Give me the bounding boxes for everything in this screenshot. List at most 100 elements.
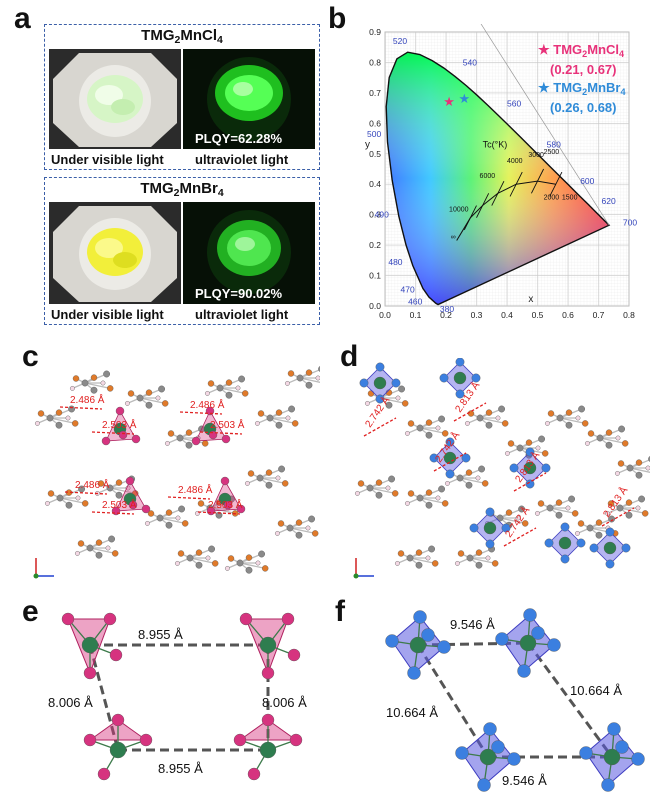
- nitrogen-atom: [77, 540, 85, 547]
- cct-value-label: 10000: [449, 207, 469, 214]
- nitrogen-atom: [55, 409, 63, 416]
- carbon-atom: [385, 401, 393, 409]
- chlorine-atom: [261, 713, 275, 727]
- chlorine-atom: [239, 612, 253, 626]
- bond: [109, 487, 136, 495]
- isotherm-tick: [509, 171, 523, 197]
- chlorine-atom: [101, 436, 111, 446]
- carbon-atom: [318, 366, 320, 372]
- bromine-atom: [455, 389, 465, 399]
- hydrogen-atom: [465, 421, 470, 426]
- nitrogen-atom: [201, 440, 209, 447]
- chlorine-atom: [131, 434, 141, 444]
- hydrogen-atom: [435, 495, 441, 501]
- bromine-atom: [375, 394, 385, 404]
- carbon-atom: [145, 401, 153, 409]
- hydrogen-atom: [44, 500, 50, 506]
- uv-emission-image: [207, 210, 291, 294]
- nitrogen-atom: [605, 429, 613, 436]
- carbon-atom: [496, 514, 504, 522]
- panel-label-d: d: [340, 340, 359, 373]
- carbon-atom: [165, 521, 173, 529]
- nitrogen-atom: [565, 409, 573, 416]
- nitrogen-atom: [197, 500, 205, 507]
- cie-point-star: ★: [443, 94, 455, 109]
- carbon-atom: [428, 545, 436, 553]
- chlorine-atom: [141, 504, 151, 514]
- y-tick-label: 0.7: [369, 88, 381, 98]
- panel-label-e: e: [22, 595, 39, 628]
- chlorine-atom: [281, 612, 295, 626]
- chlorine-atom: [191, 436, 201, 446]
- manganese-atom: [479, 748, 497, 766]
- carbon-atom: [305, 381, 313, 389]
- nitrogen-atom: [431, 560, 439, 567]
- wavelength-label: 470: [401, 284, 415, 294]
- bond-length-label: 2.486 Å: [178, 483, 213, 496]
- wavelength-label: 560: [507, 99, 521, 109]
- nitrogen-atom: [207, 380, 215, 387]
- carbon-atom: [618, 425, 625, 433]
- carbon-atom: [375, 491, 383, 499]
- nitrogen-atom: [247, 470, 255, 477]
- hydrogen-atom: [515, 515, 521, 521]
- cct-value-label: 4000: [507, 158, 523, 165]
- nitrogen-atom: [425, 489, 433, 496]
- nitrogen-atom: [607, 500, 615, 507]
- hydrogen-atom: [315, 375, 320, 381]
- color-gamut-shading: [386, 52, 610, 305]
- nitrogen-atom: [127, 390, 135, 397]
- x-tick-label: 0.0: [379, 310, 391, 320]
- bromine-atom: [491, 740, 505, 754]
- bromine-atom: [525, 447, 535, 457]
- legend-mnbr4: ★ TMG2MnBr4 (0.26, 0.68): [538, 80, 626, 115]
- bond: [479, 417, 506, 425]
- nitrogen-atom: [595, 519, 603, 526]
- hydrogen-atom: [645, 465, 650, 471]
- hydrogen-bond-line: [167, 496, 211, 500]
- hydrogen-atom: [155, 395, 161, 401]
- hydrogen-atom: [235, 385, 241, 391]
- bromine-atom: [485, 507, 495, 517]
- chlorine-atom: [261, 666, 275, 680]
- carbon-atom: [238, 375, 246, 383]
- wavelength-label: 380: [440, 304, 454, 314]
- nitrogen-atom: [177, 550, 185, 557]
- uv-emission-image: [207, 57, 291, 141]
- hydrogen-atom: [284, 380, 290, 386]
- bond-length-label: 2.503 Å: [102, 418, 137, 431]
- nitrogen-atom: [587, 430, 595, 437]
- nitrogen-atom: [375, 479, 383, 486]
- manganese-atom: [81, 636, 99, 654]
- wavelength-label: 540: [463, 57, 477, 67]
- isotherm-tick: [530, 168, 545, 194]
- carbon-atom: [208, 545, 216, 553]
- wavelength-label: 490: [375, 210, 389, 220]
- carbon-atom: [186, 554, 194, 562]
- carbon-atom: [466, 554, 474, 562]
- bromine-atom: [509, 463, 519, 473]
- nitrogen-atom: [257, 410, 265, 417]
- bromine-atom: [421, 628, 435, 642]
- carbon-atom: [475, 561, 483, 569]
- spectral-locus-outline: [385, 51, 611, 306]
- bond-length-label: 2.503 Å: [208, 498, 243, 511]
- wavelength-label: 600: [580, 176, 594, 186]
- carbon-atom: [578, 405, 586, 413]
- carbon-atom: [236, 559, 244, 567]
- nitrogen-atom: [90, 374, 98, 381]
- chlorine-atom: [83, 733, 97, 747]
- nitrogen-atom: [415, 549, 423, 556]
- carbon-atom: [46, 414, 54, 422]
- hydrogen-atom: [565, 505, 571, 511]
- nitrogen-atom: [265, 469, 273, 476]
- carbon-atom: [626, 464, 634, 472]
- horizontal-distance-bottom: 8.955 Å: [158, 761, 203, 776]
- carbon-atom: [108, 535, 116, 543]
- bromine-atom: [517, 664, 531, 678]
- cct-value-label: ∞: [451, 234, 456, 241]
- nitrogen-atom: [441, 500, 449, 507]
- nitrogen-atom: [181, 520, 189, 527]
- nitrogen-atom: [467, 410, 475, 417]
- nitrogen-atom: [82, 500, 89, 507]
